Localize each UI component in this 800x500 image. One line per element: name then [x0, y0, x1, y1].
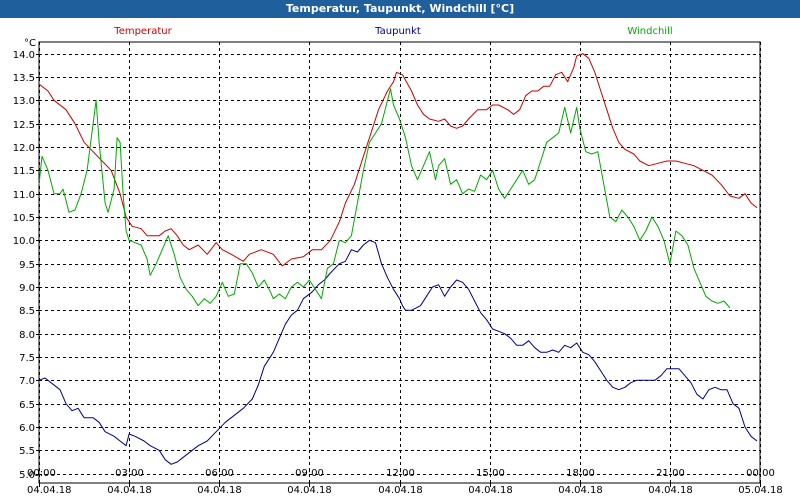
x-tick-date-label: 04.04.18 — [648, 485, 693, 496]
y-tick-label: 6.5 — [19, 400, 35, 411]
x-axis: 00:00 04.04.18 03:00 04.04.18 06:00 04.04.18 0… — [27, 468, 783, 496]
y-tick-label: 9.5 — [19, 260, 35, 271]
y-tick-label: 8.5 — [19, 306, 35, 317]
y-tick-label: 5.0 — [19, 470, 35, 481]
y-tick-label: 7.5 — [19, 353, 35, 364]
y-tick-label: 14.0 — [13, 50, 35, 61]
x-tick-time-label: 15:00 — [476, 468, 505, 479]
y-tick-label: 11.0 — [13, 190, 35, 201]
window-title: Temperatur, Taupunkt, Windchill [°C] — [0, 0, 800, 18]
legend-entry-temperatur: Temperatur — [113, 26, 172, 37]
y-tick-label: 13.5 — [13, 73, 35, 84]
y-tick-label: 7.0 — [19, 376, 35, 387]
x-tick-date-label: 04.04.18 — [287, 485, 332, 496]
x-tick-time-label: 09:00 — [295, 468, 324, 479]
x-tick-time-label: 03:00 — [115, 468, 144, 479]
legend-entry-taupunkt: Taupunkt — [374, 26, 421, 37]
y-tick-label: 6.0 — [19, 423, 35, 434]
x-tick-date-label: 04.04.18 — [27, 485, 72, 496]
x-tick-time-label: 06:00 — [205, 468, 234, 479]
y-tick-label: 5.5 — [19, 446, 35, 457]
y-tick-label: 9.0 — [19, 283, 35, 294]
y-tick-label: 10.0 — [13, 236, 35, 247]
x-tick-date-label: 04.04.18 — [558, 485, 603, 496]
y-tick-label: 12.0 — [13, 143, 35, 154]
series-line-windchill — [38, 88, 731, 309]
plot-background — [38, 41, 761, 484]
chart: °C 5.0 5.5 6.0 6.5 7.0 7.5 8.0 8.5 9.0 9.5 10.0 10.… — [13, 26, 783, 496]
y-axis: °C 5.0 5.5 6.0 6.5 7.0 7.5 8.0 8.5 9.0 9.5 10.0 10.… — [13, 38, 39, 481]
x-tick-time-label: 00:00 — [27, 468, 56, 479]
y-tick-label: 8.0 — [19, 330, 35, 341]
y-tick-label: 12.5 — [13, 120, 35, 131]
legend-entry-windchill: Windchill — [627, 26, 672, 37]
y-tick-label: 13.0 — [13, 96, 35, 107]
y-axis-unit: °C — [24, 38, 36, 49]
series-line-taupunkt — [38, 239, 758, 465]
x-tick-time-label: 00:00 — [746, 468, 775, 479]
grid-lines — [39, 42, 761, 483]
x-tick-time-label: 21:00 — [656, 468, 685, 479]
series-lines — [38, 53, 758, 465]
x-tick-date-label: 04.04.18 — [107, 485, 152, 496]
legend: Temperatur Taupunkt Windchill — [113, 26, 672, 37]
series-line-temperatur — [38, 53, 758, 267]
x-tick-date-label: 05.04.18 — [738, 485, 783, 496]
y-tick-label: 11.5 — [13, 166, 35, 177]
x-tick-time-label: 18:00 — [566, 468, 595, 479]
x-tick-time-label: 12:00 — [386, 468, 415, 479]
y-tick-label: 10.5 — [13, 213, 35, 224]
x-tick-date-label: 04.04.18 — [197, 485, 242, 496]
x-tick-date-label: 04.04.18 — [378, 485, 423, 496]
x-tick-date-label: 04.04.18 — [468, 485, 513, 496]
